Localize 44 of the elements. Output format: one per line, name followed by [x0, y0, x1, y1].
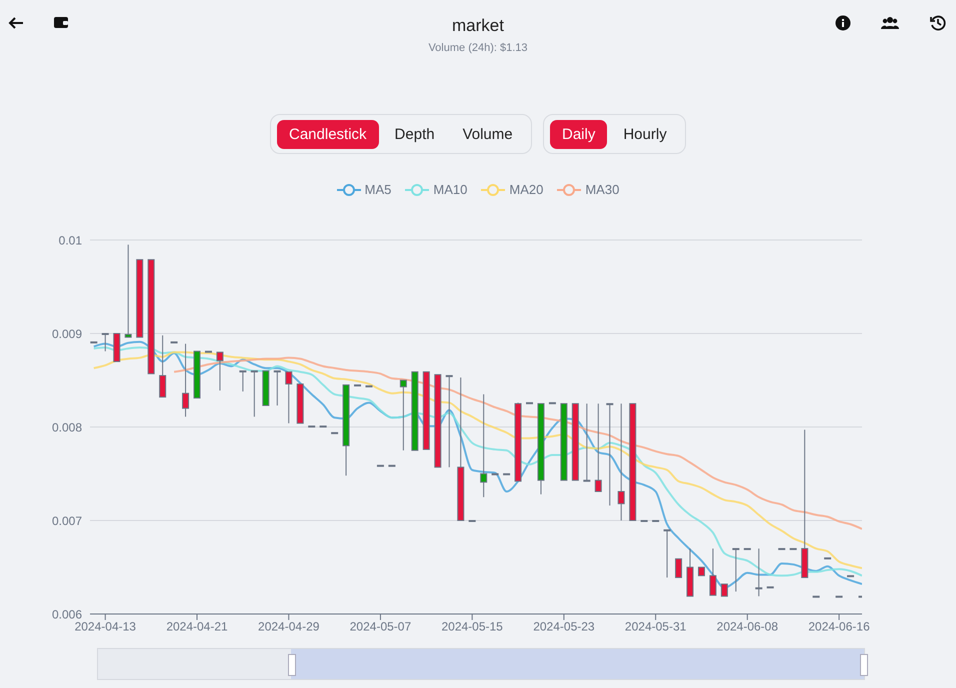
candlestick — [675, 558, 682, 578]
interval-toggle: Daily Hourly — [543, 114, 686, 154]
candlestick — [583, 403, 590, 482]
candlestick — [182, 343, 190, 418]
candlestick — [618, 403, 625, 521]
y-tick-label: 0.007 — [52, 514, 82, 528]
candlestick — [274, 370, 281, 406]
chart-title: market — [451, 16, 505, 36]
candlestick — [159, 334, 166, 398]
candlestick — [250, 370, 258, 418]
x-tick-label: 2024-04-21 — [166, 620, 228, 634]
candlestick — [664, 529, 671, 578]
candlestick — [480, 394, 488, 498]
candlestick — [720, 584, 728, 597]
candlestick — [285, 371, 292, 424]
legend-label: MA5 — [364, 182, 392, 197]
x-tick-label: 2024-06-08 — [716, 620, 778, 634]
y-tick-label: 0.008 — [52, 420, 82, 434]
x-tick-label: 2024-06-16 — [808, 620, 870, 634]
y-tick-label: 0.01 — [58, 233, 82, 248]
y-tick-label: 0.009 — [52, 326, 82, 341]
legend-label: MA20 — [509, 182, 544, 197]
x-tick-label: 2024-05-31 — [624, 620, 687, 634]
x-tick-label: 2024-04-29 — [258, 620, 320, 634]
chart-type-toggle: Candlestick Depth Volume — [270, 114, 532, 154]
candlestick — [709, 548, 716, 596]
x-tick-label: 2024-05-07 — [350, 620, 412, 634]
candlestick — [594, 403, 602, 492]
candlestick — [755, 548, 762, 597]
candlestick — [216, 352, 224, 392]
legend-label: MA10 — [433, 182, 468, 197]
y-tick-label: 0.006 — [52, 607, 82, 622]
x-tick-label: 2024-05-23 — [533, 620, 595, 634]
legend-label: MA30 — [585, 182, 620, 197]
chart-subtitle: Volume (24h): $1.13 — [427, 42, 529, 54]
candlestick — [102, 333, 109, 352]
candlestick — [239, 370, 246, 392]
candlestick — [400, 380, 407, 451]
candlestick — [732, 548, 740, 592]
candlestick — [606, 403, 614, 506]
x-tick-label: 2024-04-13 — [74, 620, 136, 634]
candlestick — [124, 244, 132, 338]
x-tick-label: 2024-05-15 — [441, 620, 504, 634]
candlestick — [446, 375, 453, 468]
